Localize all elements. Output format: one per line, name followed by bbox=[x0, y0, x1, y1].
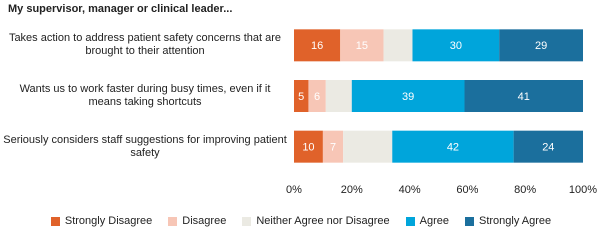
legend-swatch bbox=[50, 216, 60, 226]
chart-title: My supervisor, manager or clinical leade… bbox=[8, 3, 233, 15]
legend-swatch bbox=[405, 216, 415, 226]
x-tick-label: 80% bbox=[514, 184, 536, 196]
bar-segment bbox=[499, 29, 583, 62]
data-label: 15 bbox=[356, 40, 368, 52]
legend-swatch bbox=[168, 216, 178, 226]
x-tick-label: 0% bbox=[286, 184, 302, 196]
legend-item: Disagree bbox=[168, 215, 226, 227]
bar-segment bbox=[343, 130, 393, 163]
data-label: 30 bbox=[450, 40, 462, 52]
legend: Strongly Disagree Disagree Neither Agree n… bbox=[0, 215, 602, 227]
legend-swatch bbox=[464, 216, 474, 226]
data-label: 24 bbox=[542, 142, 554, 154]
data-label: 41 bbox=[518, 91, 530, 103]
legend-label: Disagree bbox=[182, 215, 227, 227]
data-label: 7 bbox=[330, 142, 336, 154]
bar-segment bbox=[294, 130, 323, 163]
bar-segment bbox=[351, 80, 465, 112]
bar-segment bbox=[294, 29, 341, 62]
bar-segment bbox=[325, 80, 352, 112]
data-label: 5 bbox=[298, 91, 304, 103]
legend-label: Strongly Disagree bbox=[64, 215, 153, 227]
bar-segment bbox=[340, 29, 384, 62]
legend-swatch bbox=[242, 216, 252, 226]
bar-segment bbox=[513, 130, 583, 163]
category-label: Seriously considers staff suggestions fo… bbox=[3, 133, 287, 159]
legend-item: Agree bbox=[405, 215, 449, 227]
bar-segment bbox=[392, 130, 514, 163]
legend-label: Strongly Agree bbox=[478, 215, 552, 227]
legend-label: Agree bbox=[419, 215, 449, 227]
category-label: Takes action to address patient safety c… bbox=[8, 32, 282, 58]
bar-segment bbox=[294, 80, 309, 112]
x-tick-label: 100% bbox=[569, 184, 597, 196]
legend-item: Strongly Agree bbox=[464, 215, 552, 227]
bar-segment bbox=[383, 29, 413, 62]
bar-segment bbox=[464, 80, 583, 112]
legend-item: Neither Agree nor Disagree bbox=[242, 215, 390, 227]
legend-label: Neither Agree nor Disagree bbox=[256, 215, 390, 227]
data-label: 10 bbox=[302, 142, 314, 154]
x-tick-label: 60% bbox=[456, 184, 478, 196]
category-label: Wants us to work faster during busy time… bbox=[19, 83, 271, 108]
legend-item: Strongly Disagree bbox=[50, 215, 153, 227]
plot: 0% 20% 40% 60% 80% 100% 16 15 30 29 5 6 39 41 10 7 42 24 bbox=[286, 29, 597, 196]
bar-segment bbox=[412, 29, 500, 62]
data-label: 42 bbox=[447, 142, 459, 154]
bar-segment bbox=[322, 130, 344, 163]
data-label: 29 bbox=[535, 40, 547, 52]
data-label: 39 bbox=[402, 91, 414, 103]
chart: My supervisor, manager or clinical leade… bbox=[0, 3, 602, 227]
x-tick-label: 40% bbox=[399, 184, 421, 196]
data-label: 16 bbox=[311, 40, 323, 52]
data-label: 6 bbox=[314, 91, 320, 103]
bar-segment bbox=[308, 80, 326, 112]
x-tick-label: 20% bbox=[341, 184, 363, 196]
